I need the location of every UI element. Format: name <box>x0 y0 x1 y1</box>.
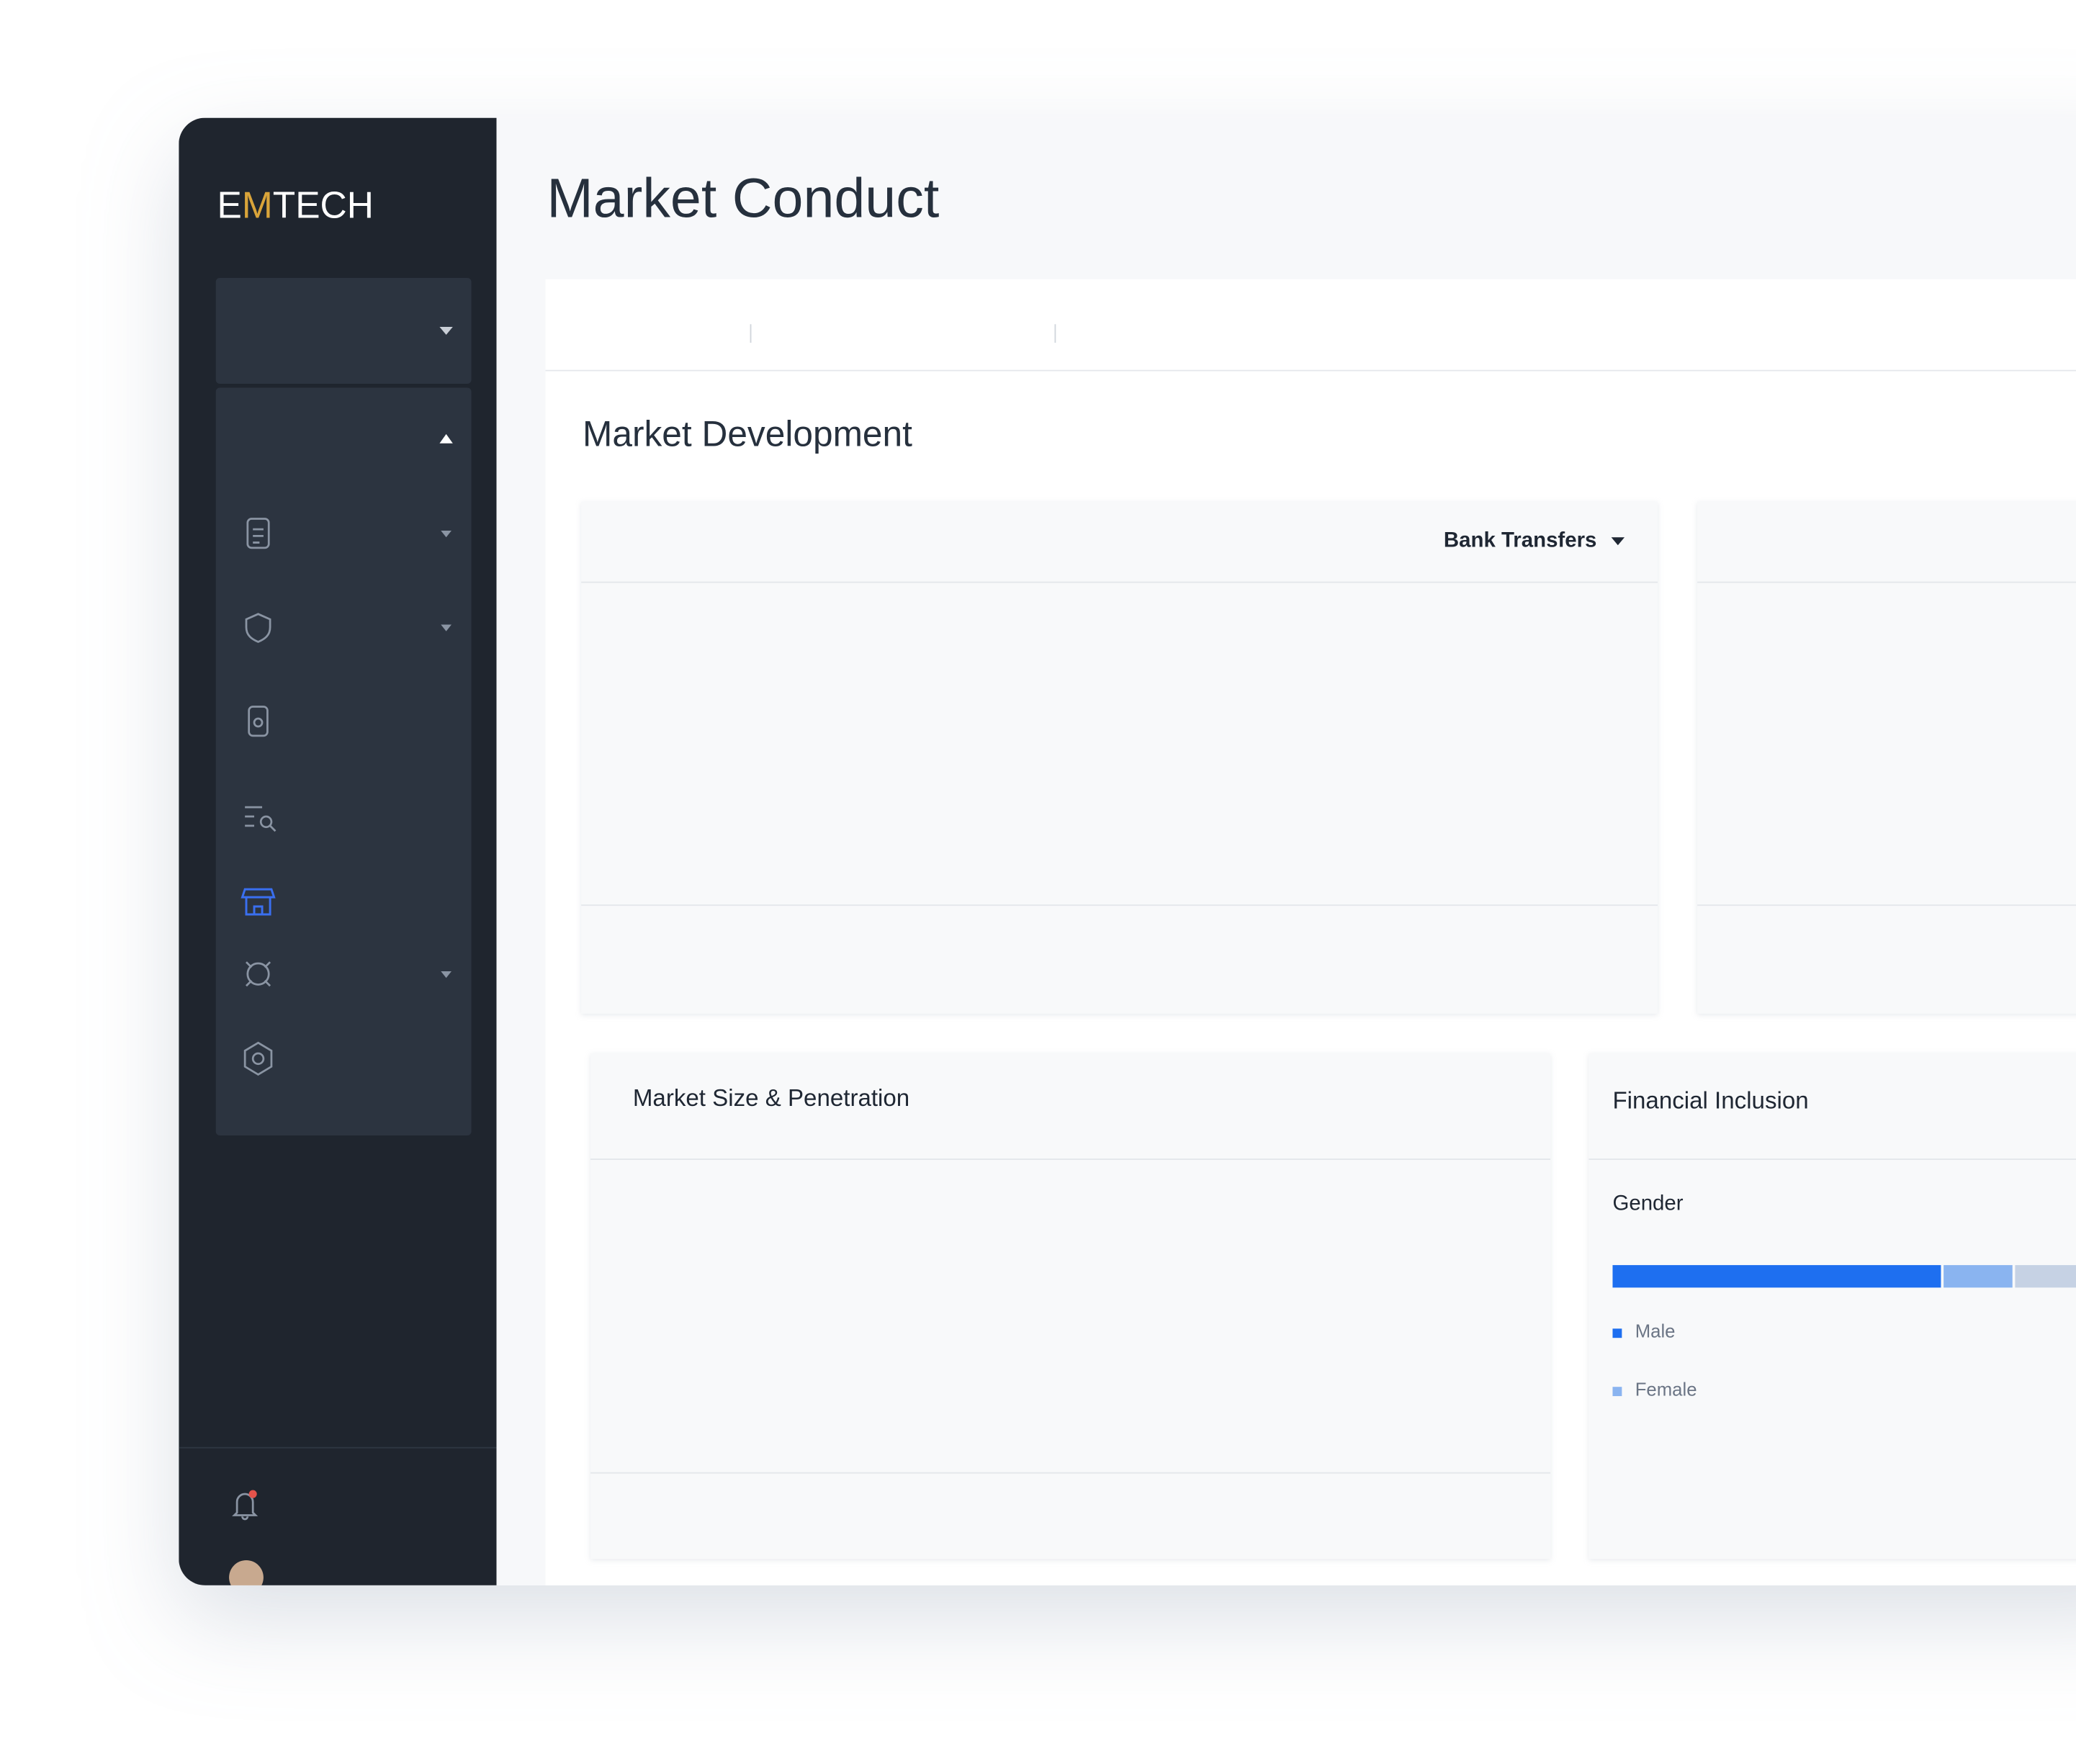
page-title: Market Conduct <box>547 168 939 230</box>
bell-icon <box>232 1493 259 1521</box>
active-icon <box>241 888 276 916</box>
legend-label: Female <box>1635 1380 1697 1400</box>
menu-box[interactable] <box>215 277 472 384</box>
caret <box>441 531 451 538</box>
logo-part: M <box>242 184 273 225</box>
card-title: Market Size & Penetration <box>633 1085 909 1112</box>
menu-icons <box>243 518 277 1076</box>
gender-title: Gender <box>1612 1191 1683 1215</box>
avatar <box>229 1560 264 1588</box>
legend-swatch <box>1612 1328 1622 1338</box>
legend-swatch <box>1612 1387 1622 1397</box>
caret <box>441 971 451 978</box>
card-title: Financial Inclusion <box>1612 1088 1808 1115</box>
menu-box[interactable] <box>215 387 472 1135</box>
section-title: Market Development <box>583 414 912 454</box>
caret <box>441 624 451 631</box>
card <box>590 1053 1551 1560</box>
gender-segment <box>1612 1265 1941 1288</box>
logo-part: E <box>217 184 242 225</box>
gender-segment <box>2015 1265 2076 1288</box>
caret <box>439 433 453 444</box>
caret <box>439 326 453 336</box>
dropdown[interactable]: Bank Transfers <box>1444 528 1597 552</box>
card <box>1589 1053 2076 1560</box>
caret <box>1611 537 1625 546</box>
window: EMTECH Market Conduct Market Development <box>179 117 2076 1588</box>
card <box>1697 501 2076 1014</box>
logo: EMTECH <box>217 184 374 225</box>
legend-label: Male <box>1635 1322 1676 1342</box>
badge <box>248 1490 257 1498</box>
card <box>581 501 1658 1014</box>
logo-part: TECH <box>273 184 374 225</box>
gender-segment <box>1944 1265 2013 1288</box>
